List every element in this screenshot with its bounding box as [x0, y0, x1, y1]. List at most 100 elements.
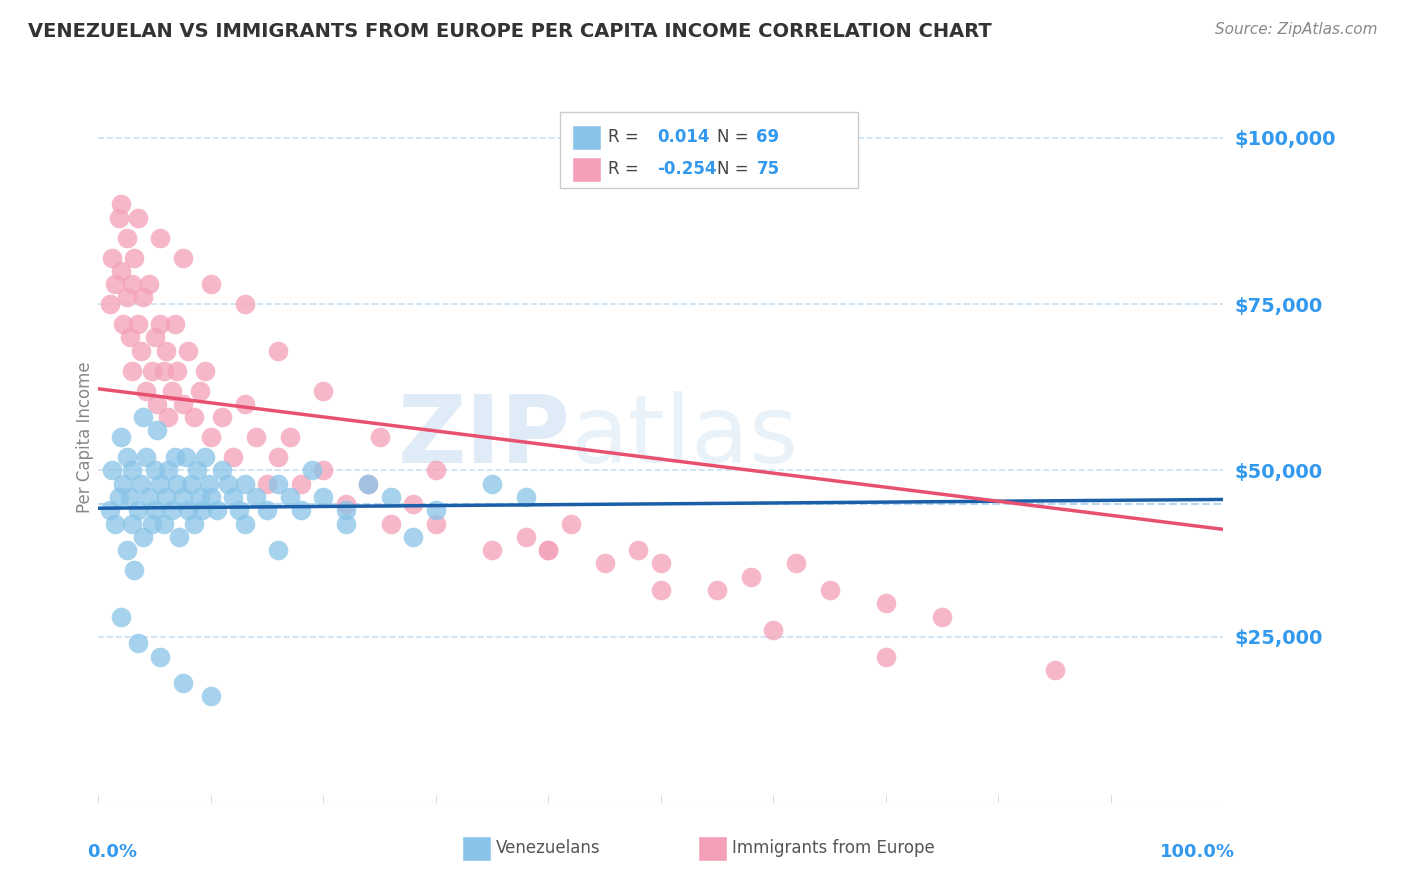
Point: [205, 503, 228, 517]
Text: 69: 69: [756, 128, 779, 146]
Point: [160, 503, 183, 517]
Point: [785, 557, 807, 571]
Point: [380, 516, 402, 531]
Point: [233, 476, 256, 491]
Point: [211, 410, 233, 425]
Text: Source: ZipAtlas.com: Source: ZipAtlas.com: [1215, 22, 1378, 37]
Point: [152, 363, 174, 377]
Point: [143, 503, 166, 517]
Point: [166, 363, 188, 377]
Point: [515, 490, 537, 504]
Point: [188, 384, 211, 398]
Point: [481, 476, 503, 491]
FancyBboxPatch shape: [572, 125, 602, 150]
Point: [818, 582, 841, 597]
Text: N =: N =: [717, 128, 754, 146]
Point: [107, 490, 129, 504]
Point: [256, 476, 278, 491]
Point: [172, 251, 194, 265]
Point: [177, 503, 200, 517]
Point: [129, 476, 152, 491]
Text: Immigrants from Europe: Immigrants from Europe: [731, 839, 935, 857]
Point: [127, 503, 149, 517]
Point: [157, 463, 180, 477]
Point: [368, 430, 391, 444]
Point: [157, 410, 180, 425]
Point: [115, 290, 138, 304]
Point: [110, 197, 132, 211]
Point: [141, 363, 163, 377]
Point: [537, 543, 560, 558]
Point: [127, 636, 149, 650]
Point: [124, 251, 146, 265]
FancyBboxPatch shape: [572, 157, 602, 182]
Point: [183, 516, 205, 531]
Point: [197, 476, 219, 491]
Point: [121, 516, 143, 531]
Point: [104, 277, 127, 292]
Point: [110, 609, 132, 624]
Point: [357, 476, 380, 491]
Point: [560, 516, 582, 531]
Point: [146, 424, 169, 438]
Text: 75: 75: [756, 161, 779, 178]
Point: [121, 463, 143, 477]
Point: [1043, 663, 1066, 677]
Point: [200, 490, 222, 504]
Point: [138, 490, 160, 504]
Point: [149, 649, 172, 664]
Point: [132, 290, 155, 304]
Point: [875, 596, 897, 610]
Point: [155, 343, 177, 358]
Point: [124, 563, 146, 577]
Point: [211, 463, 233, 477]
Point: [402, 530, 425, 544]
Point: [115, 450, 138, 464]
Point: [245, 430, 267, 444]
Point: [267, 343, 290, 358]
Point: [425, 503, 447, 517]
Point: [115, 230, 138, 244]
Point: [172, 490, 194, 504]
Point: [135, 384, 157, 398]
Point: [115, 543, 138, 558]
Point: [267, 543, 290, 558]
Point: [98, 297, 121, 311]
Point: [222, 450, 245, 464]
FancyBboxPatch shape: [461, 836, 491, 861]
Point: [762, 623, 785, 637]
Point: [143, 463, 166, 477]
Point: [177, 343, 200, 358]
Point: [931, 609, 953, 624]
Point: [194, 363, 217, 377]
Point: [380, 490, 402, 504]
Point: [200, 690, 222, 704]
Point: [149, 230, 172, 244]
Point: [186, 463, 208, 477]
Point: [301, 463, 323, 477]
Point: [537, 543, 560, 558]
Point: [118, 490, 141, 504]
Point: [875, 649, 897, 664]
Point: [169, 530, 191, 544]
Point: [481, 543, 503, 558]
Point: [163, 317, 186, 331]
Point: [402, 497, 425, 511]
Text: 100.0%: 100.0%: [1160, 843, 1234, 861]
Point: [290, 503, 312, 517]
Text: 0.014: 0.014: [658, 128, 710, 146]
Point: [110, 264, 132, 278]
Point: [101, 463, 124, 477]
Point: [129, 343, 152, 358]
Point: [132, 410, 155, 425]
Point: [127, 211, 149, 225]
Text: ZIP: ZIP: [398, 391, 571, 483]
Text: R =: R =: [607, 161, 644, 178]
Point: [112, 476, 135, 491]
Point: [172, 397, 194, 411]
Text: Venezuelans: Venezuelans: [495, 839, 600, 857]
Point: [256, 503, 278, 517]
Point: [104, 516, 127, 531]
Point: [200, 277, 222, 292]
Point: [228, 503, 250, 517]
